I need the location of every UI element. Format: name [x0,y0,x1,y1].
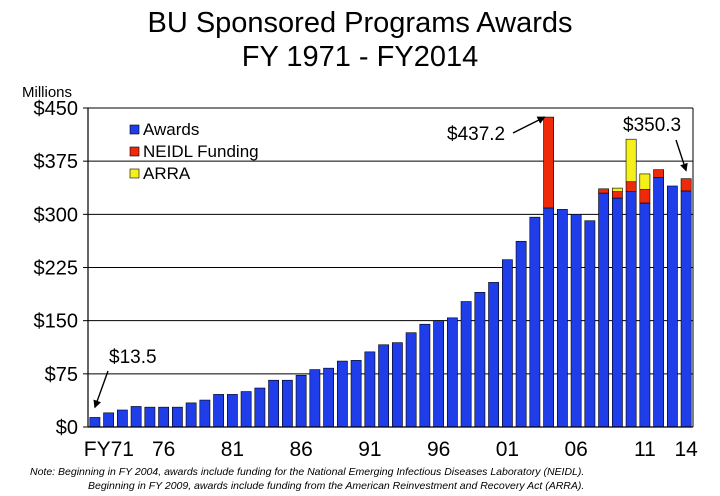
bar-awards-2004 [543,207,555,428]
bar-awards-1994 [405,332,417,428]
bar-awards-1976 [158,406,170,428]
bar-neidl-funding-2004 [543,116,555,209]
bar-awards-1989 [336,360,348,428]
x-tick-label: 76 [152,438,175,461]
y-tick-label: $0 [56,417,78,439]
bar-awards-1984 [268,379,280,428]
bar-awards-2003 [529,216,541,428]
legend-swatch-arra [129,168,140,179]
x-tick-label: 14 [674,438,698,461]
bar-neidl-funding-2011 [639,189,651,204]
y-tick-label: $75 [45,364,78,386]
axes [83,107,694,428]
bar-awards-1992 [378,344,390,428]
bar-awards-1977 [171,406,183,428]
bar-awards-1983 [254,387,266,428]
annotation-arrow-1971 [93,370,109,409]
x-tick-label: 06 [564,438,587,461]
bar-awards-2002 [515,240,527,428]
y-tick-label: $300 [34,204,79,226]
x-tick-label: 81 [221,438,244,461]
bar-awards-1982 [240,391,252,428]
bar-awards-1987 [309,369,321,428]
footnote: Note: Beginning in FY 2004, awards inclu… [30,465,584,493]
bar-arra-2010 [625,138,637,183]
y-axis-unit-label: Millions [22,84,72,101]
legend-label-awards: Awards [143,120,199,139]
annotation-label-2004: $437.2 [447,124,505,145]
bar-awards-2005 [556,209,568,428]
annotation-label-2014: $350.3 [623,115,681,136]
bar-awards-1981 [226,394,238,428]
x-tick-label: 86 [289,438,312,461]
bar-awards-1974 [130,406,142,428]
bar-awards-2001 [501,259,513,428]
bar-awards-2013 [666,185,678,428]
y-tick-label: $450 [34,98,79,120]
bar-awards-1997 [446,317,458,428]
bar-awards-1972 [103,412,115,428]
x-tick-label: 01 [496,438,519,461]
bar-neidl-funding-2009 [611,191,623,199]
bar-awards-2008 [598,192,610,428]
annotation-arrow-2014 [675,139,688,172]
x-tick-label: 96 [427,438,450,461]
chart-title: BU Sponsored Programs Awards FY 1971 - F… [0,6,720,74]
y-tick-label: $375 [34,151,79,173]
bar-awards-2011 [639,202,651,428]
legend-swatch-neidl-funding [129,146,140,157]
bar-awards-2006 [570,214,582,428]
bar-awards-1993 [391,342,403,428]
bar-awards-2014 [680,190,692,428]
bar-awards-2000 [488,282,500,428]
bar-awards-1995 [419,323,431,428]
bar-awards-2010 [625,191,637,428]
bar-awards-1986 [295,374,307,428]
y-tick-label: $150 [34,311,79,333]
chart-title-line-1: BU Sponsored Programs Awards [147,7,573,39]
bar-awards-1999 [474,292,486,428]
annotations: $13.5 $437.2 $350.3 [93,115,688,409]
bar-neidl-funding-2008 [598,188,610,194]
legend: Awards NEIDL Funding ARRA [129,120,259,183]
y-tick-label: $225 [34,258,79,280]
bar-neidl-funding-2010 [625,181,637,192]
bar-awards-2012 [653,177,665,428]
footnote-line-2: Beginning in FY 2009, awards include fun… [88,480,585,492]
x-tick-label: FY71 [84,438,134,461]
bar-awards-1975 [144,406,156,428]
bar-awards-1990 [350,360,362,428]
bar-awards-1991 [364,351,376,428]
bar-awards-1996 [433,320,445,428]
bar-awards-1980 [213,394,225,428]
bar-awards-1971 [89,417,101,428]
x-axis-tick-labels: FY71 76 81 86 91 96 01 06 11 14 [84,438,698,461]
bar-arra-2011 [639,173,651,190]
bar-neidl-funding-2014 [680,178,692,192]
bar-awards-1985 [281,379,293,428]
x-tick-label: 91 [358,438,381,461]
bar-awards-1979 [199,399,211,428]
bar-awards-1998 [460,301,472,428]
bar-neidl-funding-2012 [653,169,665,178]
x-tick-label: 11 [634,438,656,461]
legend-label-arra: ARRA [143,164,191,183]
bars [89,116,692,428]
chart-title-line-2: FY 1971 - FY2014 [241,41,479,73]
bar-arra-2009 [611,187,623,192]
bar-awards-2009 [611,197,623,428]
bar-awards-1988 [323,367,335,428]
legend-swatch-awards [129,124,140,135]
footnote-line-1: Note: Beginning in FY 2004, awards inclu… [30,466,585,478]
annotation-label-1971: $13.5 [109,347,157,368]
bar-awards-1978 [185,402,197,428]
bar-awards-2007 [584,220,596,428]
legend-label-neidl-funding: NEIDL Funding [143,142,259,161]
annotation-arrow-2004 [512,116,546,134]
bar-awards-1973 [116,409,128,428]
